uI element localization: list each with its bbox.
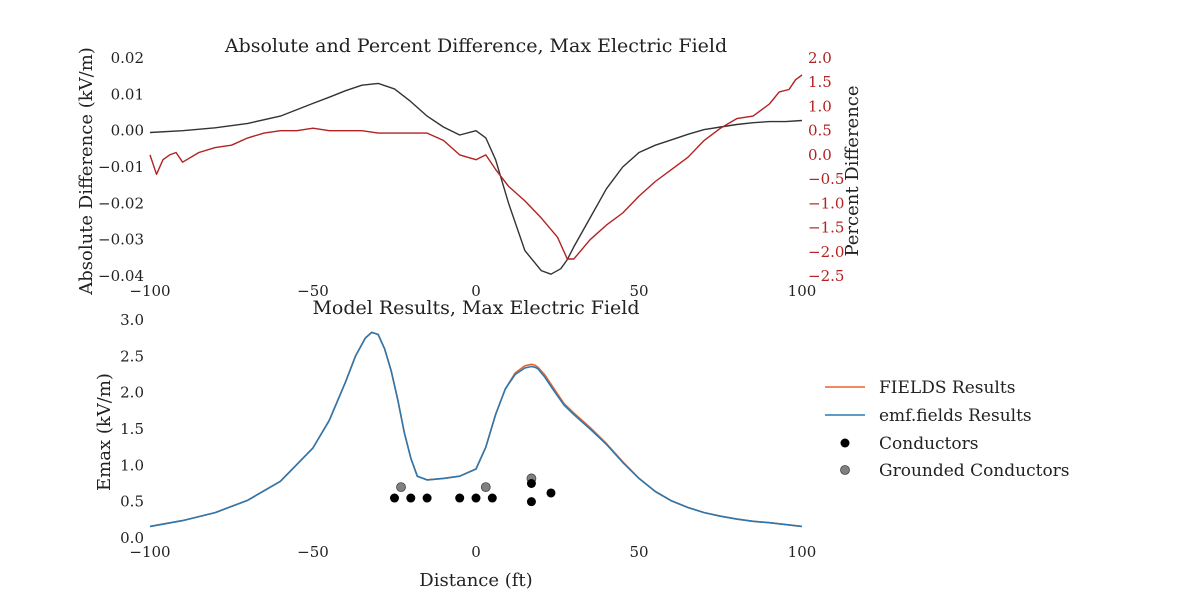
model-x-tick-label: 100	[788, 543, 817, 561]
legend-fields-label: FIELDS Results	[879, 378, 1015, 398]
percent-difference-line	[149, 74, 803, 260]
left-y-tick-label: −0.01	[98, 158, 144, 176]
conductor-marker	[471, 493, 481, 503]
model-y-tick-label: 2.0	[120, 384, 144, 402]
model-y-tick-label: 1.5	[120, 420, 144, 438]
right-y-tick-label: −1.0	[808, 194, 844, 212]
legend-conductors-marker	[840, 438, 850, 448]
legend-grounded-marker	[840, 465, 850, 475]
conductor-marker	[526, 497, 536, 507]
model-x-tick-label: 50	[629, 543, 648, 561]
conductor-marker	[422, 493, 432, 503]
left-y-tick-label: −0.02	[98, 194, 144, 212]
legend-emf-label: emf.fields Results	[879, 406, 1032, 426]
conductor-marker	[546, 488, 556, 498]
difference-left-ylabel: Absolute Difference (kV/m)	[76, 47, 97, 296]
model-y-tick-label: 3.0	[120, 311, 144, 329]
conductor-marker	[390, 493, 399, 503]
conductor-marker	[455, 493, 465, 503]
right-y-ticks: 2.0 1.5 1.0 0.5 0.0 −0.5 −1.0 −1.5 −2.0 −2.5	[808, 49, 844, 285]
difference-plot: Absolute and Percent Difference, Max Ele…	[76, 35, 863, 300]
conductor-markers	[390, 473, 556, 507]
model-ylabel: Emax (kV/m)	[94, 373, 115, 491]
legend-grounded-label: Grounded Conductors	[879, 461, 1070, 481]
right-y-tick-label: −0.5	[808, 170, 844, 188]
conductor-marker	[406, 493, 416, 503]
difference-x-ticks: −100 −50 0 50 100	[129, 282, 816, 300]
right-y-tick-label: 1.5	[808, 73, 832, 91]
model-y-ticks: 3.0 2.5 2.0 1.5 1.0 0.5 0.0	[120, 311, 144, 547]
right-y-tick-label: −1.5	[808, 219, 844, 237]
conductor-marker	[487, 493, 497, 503]
model-y-tick-label: 0.5	[120, 493, 144, 511]
model-y-tick-label: 2.5	[120, 347, 144, 365]
emf-fields-results-line	[149, 331, 803, 528]
left-y-tick-label: 0.00	[111, 122, 144, 140]
model-plot-title: Model Results, Max Electric Field	[312, 297, 639, 319]
difference-lines	[149, 74, 803, 275]
model-x-tick-label: −50	[297, 543, 329, 561]
model-x-tick-label: 0	[471, 543, 481, 561]
right-y-tick-label: −2.0	[808, 243, 844, 261]
conductor-marker	[526, 479, 536, 488]
model-plot: Model Results, Max Electric Field 3.0 2.5…	[94, 297, 816, 591]
model-lines	[149, 331, 803, 528]
left-y-tick-label: −0.03	[98, 231, 144, 249]
grounded-conductor-marker	[396, 482, 406, 493]
model-y-tick-label: 0.0	[120, 529, 144, 547]
grounded-conductor-marker	[480, 482, 491, 493]
model-y-tick-label: 1.0	[120, 456, 144, 474]
legend: FIELDS Results emf.fields Results Conduc…	[825, 378, 1070, 481]
difference-x-tick-label: 0	[471, 282, 481, 300]
difference-x-tick-label: −50	[297, 282, 329, 300]
right-y-tick-label: 0.5	[808, 122, 832, 140]
difference-x-tick-label: 100	[788, 282, 817, 300]
left-y-tick-label: 0.02	[111, 49, 144, 67]
left-y-ticks: 0.02 0.01 0.00 −0.01 −0.02 −0.03 −0.04	[98, 49, 144, 285]
right-y-tick-label: 0.0	[808, 146, 832, 164]
model-x-tick-label: −100	[129, 543, 170, 561]
difference-plot-title: Absolute and Percent Difference, Max Ele…	[224, 35, 727, 57]
difference-right-ylabel: Percent Difference	[842, 85, 863, 256]
right-y-tick-label: 1.0	[808, 97, 832, 115]
difference-x-tick-label: 50	[629, 282, 648, 300]
model-xlabel: Distance (ft)	[419, 570, 532, 591]
left-y-tick-label: −0.04	[98, 267, 144, 285]
right-y-tick-label: −2.5	[808, 267, 844, 285]
model-x-ticks: −100 −50 0 50 100	[129, 543, 816, 561]
legend-conductors-label: Conductors	[879, 434, 978, 454]
left-y-tick-label: 0.01	[111, 85, 144, 103]
absolute-difference-line	[149, 82, 803, 275]
right-y-tick-label: 2.0	[808, 49, 832, 67]
difference-x-tick-label: −100	[129, 282, 170, 300]
